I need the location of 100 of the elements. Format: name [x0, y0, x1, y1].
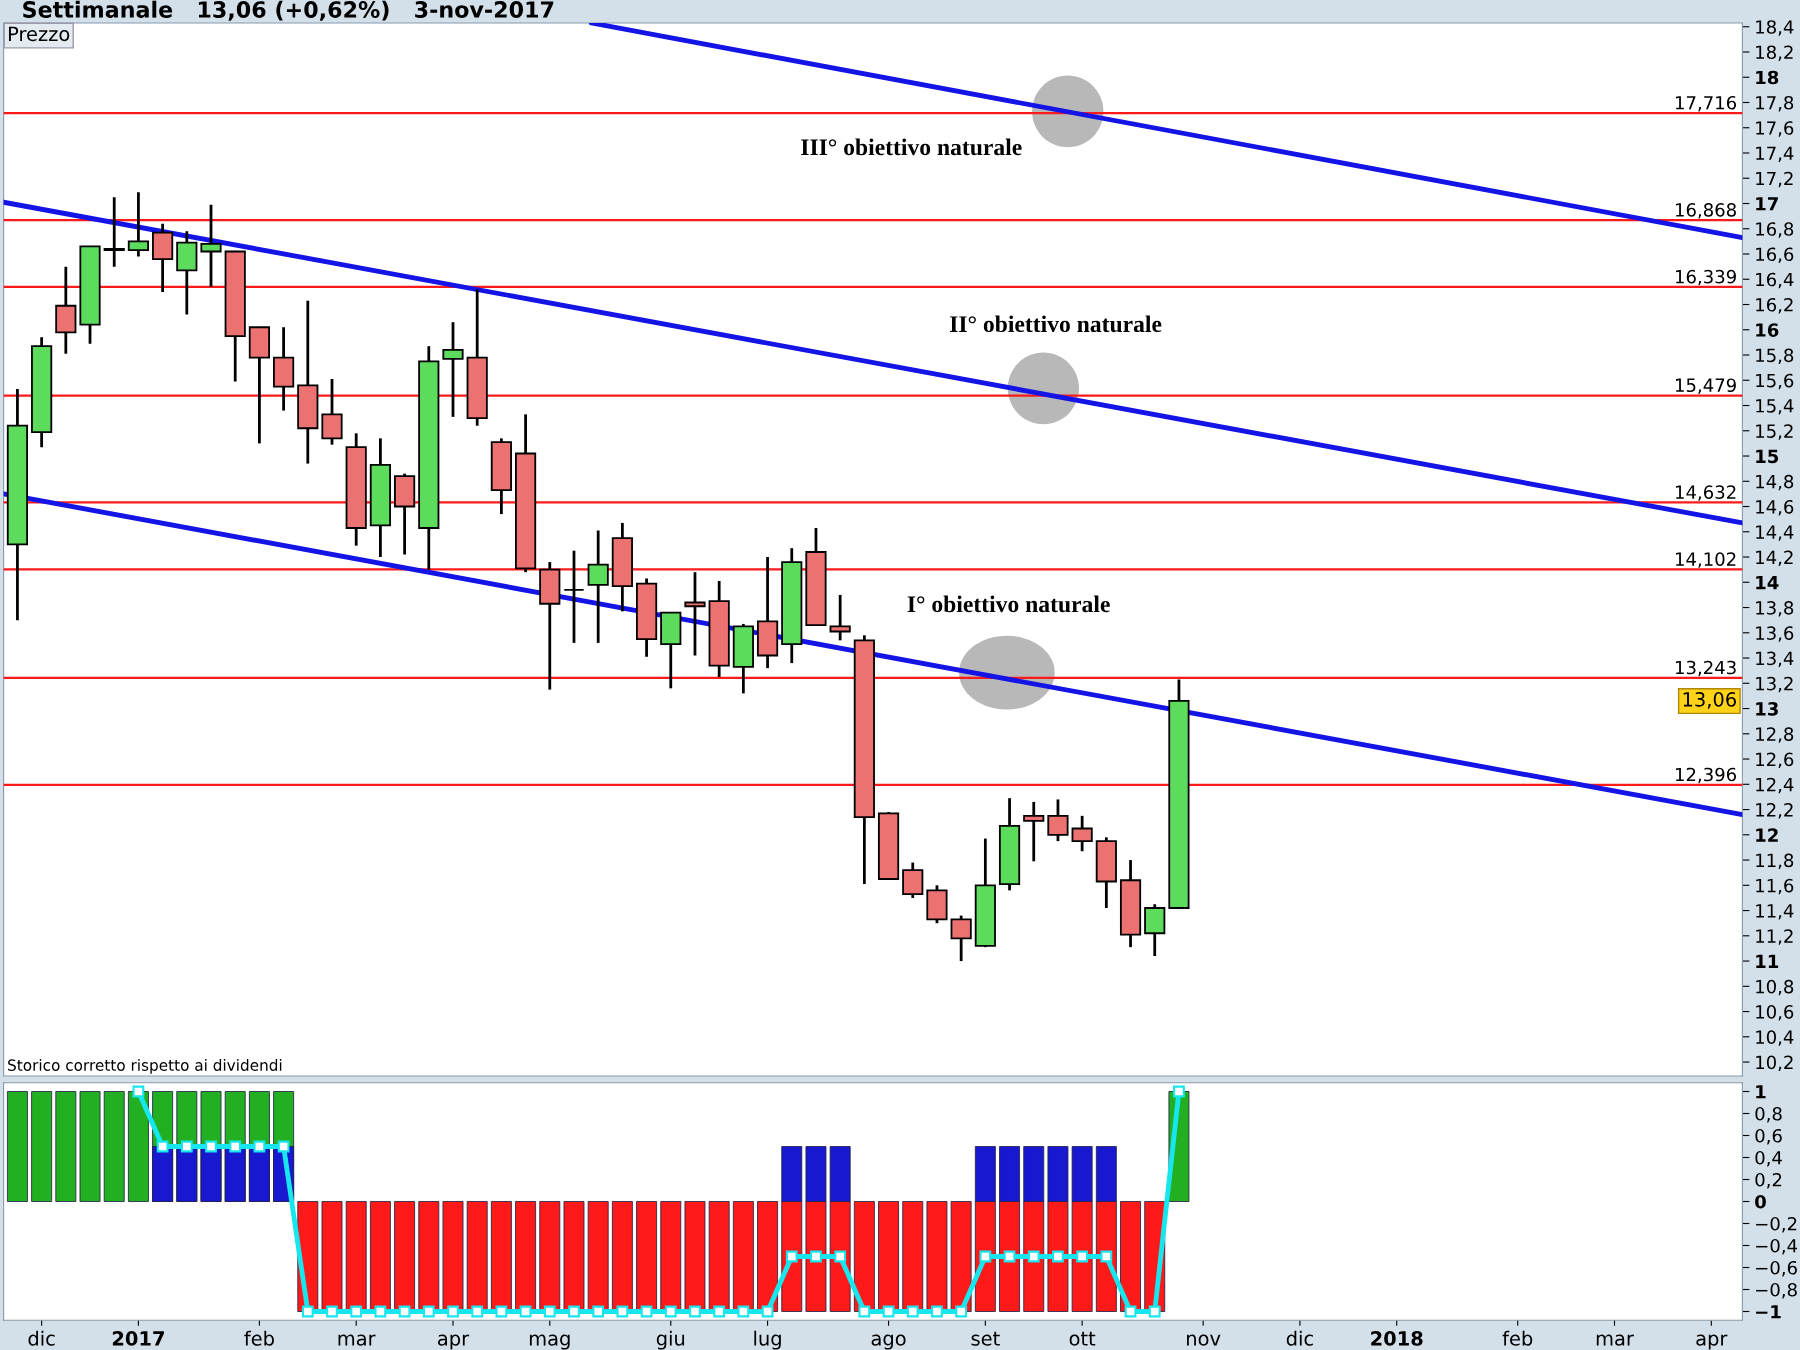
point: [616, 1305, 629, 1318]
x-tick-label: apr: [438, 1334, 470, 1350]
point: [1100, 1250, 1113, 1263]
bar: [587, 1201, 609, 1312]
bar: [539, 1201, 561, 1312]
point: [253, 1140, 266, 1153]
point: [301, 1305, 314, 1318]
x-tick-label: apr: [1696, 1334, 1728, 1350]
y-tick-label: 14: [1756, 575, 1779, 590]
point: [156, 1140, 169, 1153]
point: [955, 1305, 968, 1318]
point: [761, 1305, 774, 1318]
y-tick-label: 12,2: [1756, 803, 1793, 819]
y-tick-label: 16,4: [1756, 272, 1794, 289]
point: [1148, 1305, 1161, 1318]
y-tick-label: 11,8: [1756, 853, 1794, 870]
bar: [418, 1201, 440, 1312]
y-tick-label: 17,6: [1756, 121, 1794, 137]
ref-line-label: 15,479: [1675, 378, 1736, 394]
candlestick: [442, 320, 464, 419]
y-tick-label: 14,8: [1756, 474, 1794, 491]
bar: [902, 1201, 924, 1312]
bar: [442, 1201, 464, 1312]
y-tick-label: 10,2: [1756, 1055, 1793, 1072]
y-tick-label: 11,4: [1756, 904, 1794, 920]
y-tick-label: 13,4: [1756, 651, 1794, 667]
bar: [321, 1201, 343, 1312]
y-tick-label: 1: [1756, 1085, 1766, 1099]
point: [132, 1085, 145, 1098]
candlestick: [321, 377, 343, 447]
ref-line-label: 13,243: [1675, 660, 1736, 677]
point: [640, 1305, 653, 1318]
bar: [950, 1201, 972, 1312]
ref-line-label: 16,868: [1675, 203, 1736, 219]
x-tick-label: set: [971, 1331, 1000, 1346]
point: [180, 1140, 193, 1153]
point: [592, 1305, 605, 1318]
y-tick-label: 11,2: [1756, 929, 1793, 945]
point: [1003, 1250, 1016, 1263]
bar: [684, 1201, 706, 1312]
point: [858, 1305, 871, 1318]
y-tick-label: 13: [1756, 702, 1778, 716]
bar: [515, 1201, 537, 1312]
point: [495, 1305, 508, 1318]
candlestick: [127, 190, 150, 258]
bar: [563, 1201, 585, 1312]
bar: [757, 1201, 779, 1312]
y-tick-label: 0,2: [1755, 1172, 1782, 1189]
point: [568, 1305, 580, 1318]
y-tick-label: 15,6: [1756, 373, 1794, 390]
y-tick-label: 0: [1755, 1194, 1766, 1209]
bar: [200, 1146, 222, 1202]
x-tick-label: ott: [1069, 1331, 1096, 1346]
bar: [708, 1201, 730, 1312]
candlestick: [684, 570, 706, 657]
point: [422, 1305, 435, 1318]
y-tick-label: 14,2: [1756, 550, 1793, 566]
y-tick-label: 12,8: [1756, 727, 1794, 743]
bar: [31, 1091, 53, 1202]
y-tick-label: 16,8: [1756, 222, 1794, 238]
y-tick-label: −0,6: [1756, 1260, 1797, 1277]
x-tick-label: ago: [871, 1334, 906, 1350]
annotation: Storico corretto rispetto ai dividendi: [8, 1059, 282, 1074]
bar: [853, 1201, 875, 1312]
annotation: I° obiettivo naturale: [907, 595, 1110, 613]
y-tick-label: 12,6: [1756, 752, 1794, 768]
bar: [127, 1091, 149, 1202]
x-tick-label: mag: [529, 1334, 570, 1350]
ref-line-label: 16,339: [1675, 269, 1736, 286]
point: [447, 1305, 459, 1318]
y-tick-label: 10,6: [1756, 1005, 1794, 1021]
candlestick: [1047, 798, 1069, 843]
x-tick-label: 2018: [1371, 1331, 1423, 1346]
bar: [176, 1146, 198, 1202]
x-tick-label: feb: [244, 1330, 274, 1346]
bar: [490, 1201, 512, 1312]
point: [1124, 1305, 1137, 1318]
bar: [248, 1146, 270, 1202]
ref-line-label: 14,102: [1675, 552, 1736, 568]
y-tick-label: 13,2: [1756, 676, 1793, 693]
y-tick-label: 16: [1756, 323, 1779, 337]
y-tick-label: 14,6: [1756, 499, 1794, 516]
candlestick: [587, 529, 609, 645]
point: [1173, 1085, 1185, 1098]
point: [1076, 1250, 1089, 1263]
point: [519, 1305, 532, 1318]
y-tick-label: 13,8: [1756, 600, 1794, 617]
bar: [6, 1091, 28, 1202]
bar: [878, 1201, 899, 1312]
point: [398, 1305, 411, 1318]
point: [785, 1250, 798, 1263]
y-tick-label: 15: [1756, 449, 1779, 464]
point: [205, 1140, 217, 1153]
y-tick-label: 10,4: [1756, 1030, 1794, 1046]
y-tick-label: 11: [1756, 954, 1779, 968]
ref-line-label: 12,396: [1675, 767, 1737, 784]
annotation: 13,06: [1683, 692, 1736, 709]
y-tick-label: 17,4: [1756, 146, 1794, 162]
y-tick-label: 18,4: [1756, 20, 1794, 36]
y-tick-label: 0,8: [1755, 1106, 1782, 1123]
